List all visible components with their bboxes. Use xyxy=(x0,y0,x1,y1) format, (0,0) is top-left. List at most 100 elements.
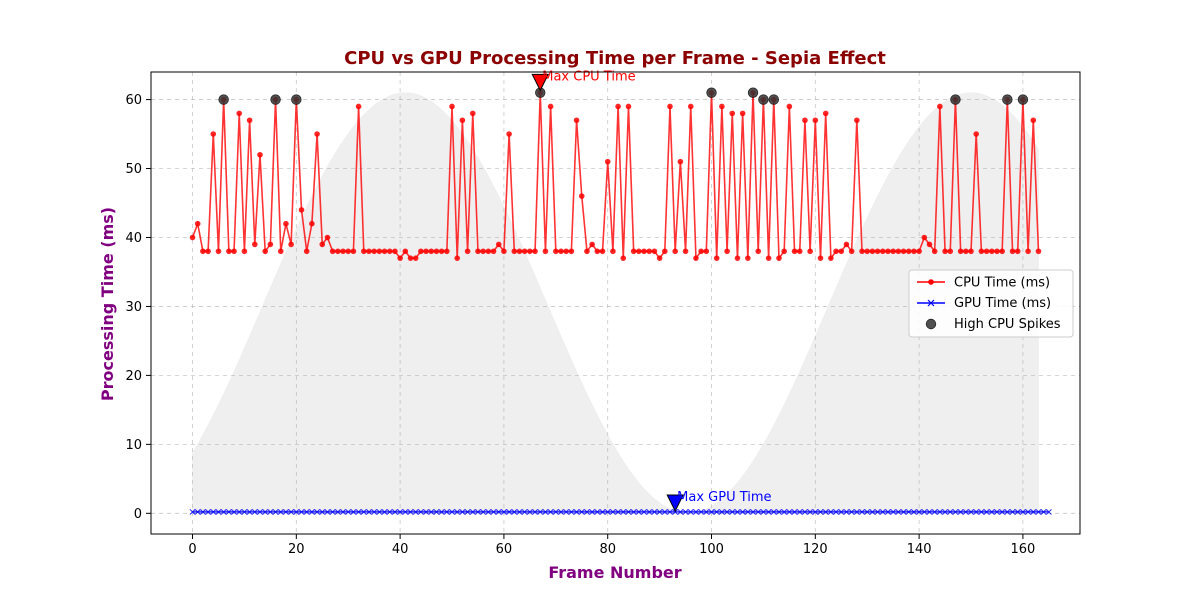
gpu-point xyxy=(952,508,959,515)
cpu-point xyxy=(994,248,1000,255)
cpu-point xyxy=(636,248,642,255)
gpu-point xyxy=(345,508,352,515)
high-cpu-spike-point xyxy=(218,94,229,105)
gpu-point xyxy=(853,508,860,515)
cpu-point xyxy=(610,248,616,255)
high-cpu-spike-point xyxy=(747,87,759,98)
gpu-point xyxy=(879,508,886,515)
gpu-point xyxy=(641,508,648,515)
y-tick-label: 50 xyxy=(125,162,142,177)
cpu-point xyxy=(511,248,518,255)
gpu-point xyxy=(859,508,866,515)
cpu-point xyxy=(438,248,445,255)
cpu-point xyxy=(573,117,580,124)
gpu-point xyxy=(786,508,793,515)
gpu-point xyxy=(433,508,440,515)
gpu-point xyxy=(1019,508,1026,515)
cpu-point xyxy=(200,248,206,255)
cpu-point xyxy=(350,248,357,255)
gpu-point xyxy=(1030,508,1037,515)
cpu-point xyxy=(833,248,839,255)
gpu-point xyxy=(833,508,840,515)
cpu-point xyxy=(999,248,1005,255)
gpu-point xyxy=(199,508,206,515)
x-tick-label: 100 xyxy=(699,542,724,557)
cpu-point xyxy=(687,103,694,110)
cpu-point xyxy=(1025,248,1031,255)
cpu-point xyxy=(776,255,782,261)
cpu-point xyxy=(288,241,294,248)
cpu-point xyxy=(890,248,896,255)
gpu-point xyxy=(796,508,803,515)
max-cpu-marker xyxy=(531,73,550,92)
cpu-point xyxy=(926,241,933,248)
gpu-point xyxy=(552,508,559,515)
cpu-point xyxy=(973,131,980,137)
high-cpu-spike-point xyxy=(758,94,769,105)
cpu-point xyxy=(392,248,398,255)
gpu-point xyxy=(262,508,269,515)
cpu-point xyxy=(625,103,632,110)
cpu-point xyxy=(724,248,730,255)
cpu-point xyxy=(765,255,772,261)
gpu-point xyxy=(1014,508,1021,515)
cpu-point xyxy=(921,234,928,241)
cpu-point xyxy=(755,248,762,255)
cpu-point xyxy=(957,248,964,255)
cpu-point xyxy=(698,248,704,255)
gpu-point xyxy=(381,508,388,515)
cpu-point xyxy=(734,255,741,261)
cpu-point xyxy=(620,255,627,261)
gpu-point xyxy=(884,508,891,515)
high-cpu-spike-point xyxy=(1002,94,1013,105)
gpu-point xyxy=(807,508,814,515)
cpu-point xyxy=(262,248,268,255)
gpu-point xyxy=(874,508,881,515)
gpu-point xyxy=(236,508,243,515)
gpu-point xyxy=(324,508,331,515)
cpu-point xyxy=(817,255,824,261)
gpu-point xyxy=(1004,508,1011,515)
cpu-point xyxy=(381,248,388,255)
gpu-point xyxy=(225,508,232,515)
gpu-point xyxy=(257,508,263,515)
cpu-point xyxy=(480,248,486,255)
x-tick-label: 40 xyxy=(392,542,409,557)
cpu-point xyxy=(854,117,860,124)
gpu-point xyxy=(661,508,668,515)
gpu-point xyxy=(822,508,829,515)
gpu-point xyxy=(968,508,974,515)
gpu-point xyxy=(464,508,471,515)
plot-frame xyxy=(150,71,1081,535)
cpu-point xyxy=(246,117,253,124)
x-tick-label: 120 xyxy=(803,542,828,557)
gpu-point xyxy=(708,508,715,515)
gpu-point xyxy=(231,508,238,515)
gpu-point xyxy=(454,508,461,515)
gpu-point xyxy=(817,508,824,515)
y-tick-label: 40 xyxy=(125,231,142,246)
cpu-point xyxy=(459,117,466,124)
gpu-point xyxy=(988,508,995,515)
gpu-point xyxy=(474,508,481,515)
legend-gpu-marker xyxy=(927,299,935,307)
gpu-point xyxy=(630,508,637,515)
cpu-point xyxy=(257,151,263,158)
gpu-point xyxy=(547,508,554,515)
gpu-point xyxy=(687,508,694,515)
gpu-point xyxy=(558,508,564,515)
gpu-point xyxy=(298,508,305,515)
gpu-point xyxy=(314,508,321,515)
cpu-point xyxy=(386,248,393,255)
gpu-point xyxy=(770,508,777,515)
cpu-point xyxy=(267,241,274,248)
gpu-point xyxy=(210,508,217,515)
cpu-point xyxy=(1035,248,1042,255)
gpu-point xyxy=(532,508,539,515)
gpu-point xyxy=(864,508,871,515)
cpu-point xyxy=(231,248,237,255)
cpu-point xyxy=(667,103,673,110)
gpu-point xyxy=(604,508,611,515)
gpu-point xyxy=(537,508,544,515)
